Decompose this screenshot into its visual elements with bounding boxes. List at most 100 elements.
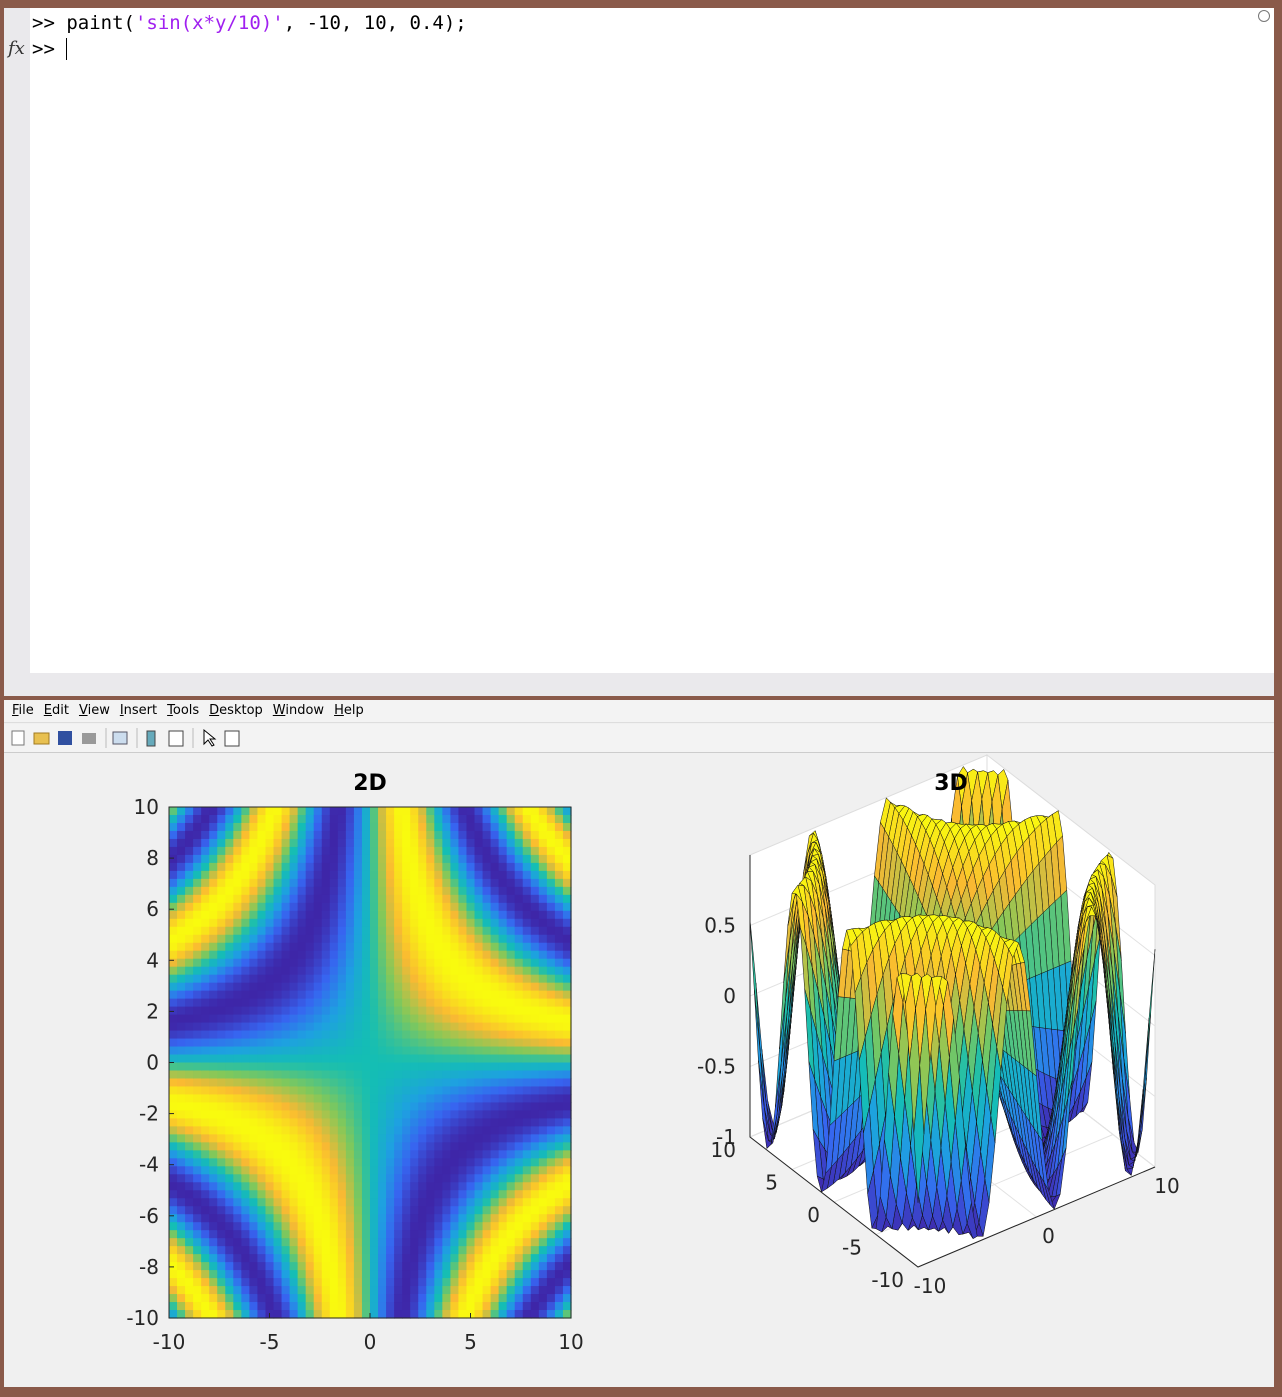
heatmap-cell xyxy=(209,942,218,952)
heatmap-cell xyxy=(482,926,492,936)
heatmap-cell xyxy=(249,1110,259,1119)
heatmap-cell xyxy=(169,1166,178,1175)
fx-icon[interactable]: fx xyxy=(8,38,25,59)
heatmap-cell xyxy=(257,934,267,944)
heatmap-cell xyxy=(402,1270,411,1279)
heatmap-cell xyxy=(554,1070,564,1080)
heatmap-cell xyxy=(241,1054,250,1064)
heatmap-cell xyxy=(394,1038,403,1048)
menu-item[interactable]: Desktop xyxy=(209,703,263,718)
heatmap-cell xyxy=(554,814,564,824)
heatmap-cell xyxy=(225,846,234,856)
open-icon[interactable] xyxy=(33,732,50,745)
heatmap-cell xyxy=(193,1310,202,1319)
heatmap-cell xyxy=(241,934,250,944)
command-area[interactable]: >> paint('sin(x*y/10)', -10, 10, 0.4); >… xyxy=(30,8,1274,673)
heatmap-cell xyxy=(185,1102,194,1112)
heatmap-cell xyxy=(345,958,355,968)
save-icon[interactable] xyxy=(58,731,72,745)
heatmap-cell xyxy=(353,822,363,832)
heatmap-cell xyxy=(217,926,226,936)
heatmap-cell xyxy=(418,1246,427,1255)
heatmap-cell xyxy=(394,990,403,1000)
heatmap-cell xyxy=(546,1118,556,1127)
heatmap-cell xyxy=(289,1190,299,1199)
options-button[interactable] xyxy=(1258,10,1270,22)
heatmap-cell xyxy=(434,1126,443,1135)
heatmap-cell xyxy=(394,926,403,936)
heatmap-cell xyxy=(474,1070,484,1080)
heatmap-cell xyxy=(217,838,226,848)
heatmap-cell xyxy=(297,1054,307,1064)
heatmap-cell xyxy=(169,1110,178,1119)
heatmap-cell xyxy=(321,934,331,944)
heatmap-cell xyxy=(482,1286,492,1295)
heatmap-cell xyxy=(386,1150,395,1159)
heatmap-cell xyxy=(498,1078,508,1088)
colorbar-icon[interactable] xyxy=(146,730,156,747)
menu-item[interactable]: View xyxy=(78,703,110,718)
heatmap-cell xyxy=(474,807,484,816)
menu-item[interactable]: Help xyxy=(334,703,364,718)
heatmap-cell xyxy=(538,1062,548,1072)
heatmap-cell xyxy=(353,1278,363,1287)
heatmap-cell xyxy=(201,958,210,968)
heatmap-cell xyxy=(345,838,355,848)
menu-item[interactable]: Edit xyxy=(43,703,69,718)
heatmap-cell xyxy=(233,1254,242,1263)
menu-item[interactable]: Tools xyxy=(167,703,200,718)
heatmap-cell xyxy=(249,822,259,832)
heatmap-cell xyxy=(169,1214,178,1223)
heatmap-cell xyxy=(329,854,339,864)
heatmap-cell xyxy=(273,1278,283,1287)
heatmap-cell xyxy=(394,1286,403,1295)
heatmap-cell xyxy=(482,894,492,904)
heatmap-cell xyxy=(546,1254,556,1263)
heatmap-cell xyxy=(273,830,283,840)
heatmap-cell xyxy=(434,870,443,880)
link-icon[interactable] xyxy=(112,731,128,745)
heatmap-cell xyxy=(209,1142,218,1151)
heatmap-cell xyxy=(418,1078,427,1088)
heatmap-cell xyxy=(337,838,347,848)
pointer-icon[interactable] xyxy=(203,728,217,747)
heatmap-cell xyxy=(321,982,331,992)
heatmap-cell xyxy=(257,1246,267,1255)
legend-icon[interactable] xyxy=(168,730,184,747)
property-icon[interactable] xyxy=(224,730,240,747)
heatmap-cell xyxy=(490,1030,500,1040)
heatmap-cell xyxy=(426,1110,435,1119)
heatmap-cell xyxy=(538,870,548,880)
heatmap-cell xyxy=(402,1214,411,1223)
new-icon[interactable] xyxy=(11,730,25,746)
heatmap-cell xyxy=(546,958,556,968)
heatmap-cell xyxy=(458,1230,468,1239)
heatmap-cell xyxy=(506,926,516,936)
heatmap-cell xyxy=(305,1174,315,1183)
heatmap-cell xyxy=(217,1022,226,1032)
heatmap-cell xyxy=(482,934,492,944)
heatmap-cell xyxy=(562,1230,572,1239)
heatmap-cell xyxy=(217,814,226,824)
heatmap-cell xyxy=(386,1038,395,1048)
heatmap-cell xyxy=(249,1182,259,1191)
heatmap-cell xyxy=(530,814,540,824)
print-icon[interactable] xyxy=(82,733,96,744)
menu-item[interactable]: File xyxy=(12,703,34,718)
heatmap-cell xyxy=(538,1014,548,1024)
heatmap-cell xyxy=(225,1270,234,1279)
heatmap-cell xyxy=(249,974,259,984)
heatmap-cell xyxy=(313,1118,323,1127)
heatmap-cell xyxy=(297,846,307,856)
heatmap-cell xyxy=(329,1190,339,1199)
menu-item[interactable]: Insert xyxy=(119,703,158,718)
heatmap-cell xyxy=(522,854,532,864)
heatmap-cell xyxy=(410,1198,419,1207)
menu-item[interactable]: Window xyxy=(272,703,325,718)
heatmap-cell xyxy=(490,1134,500,1143)
heatmap-cell xyxy=(193,910,202,920)
heatmap-cell xyxy=(209,1094,218,1104)
heatmap-cell xyxy=(313,1310,323,1319)
heatmap-cell xyxy=(466,1110,476,1119)
heatmap-cell xyxy=(241,1238,250,1247)
